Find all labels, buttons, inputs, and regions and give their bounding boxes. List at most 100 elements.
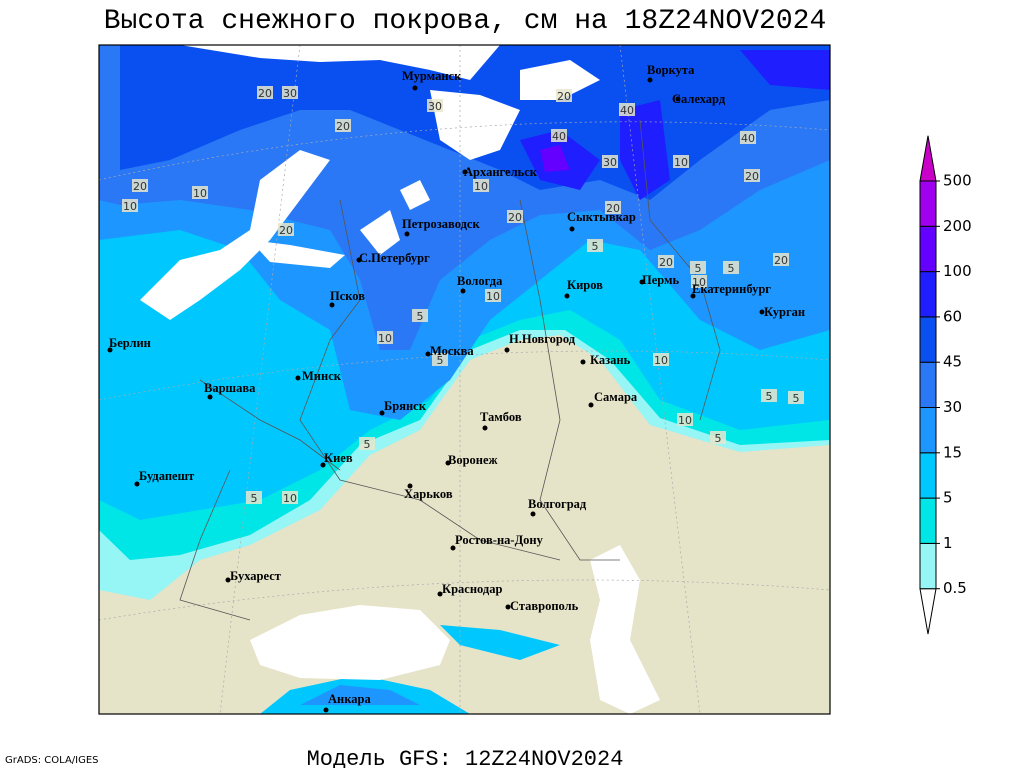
city-label: Казань [590,353,631,367]
contour-label: 40 [552,130,566,143]
contour-label-bg [377,331,393,344]
city-label: Волгоград [528,497,587,511]
contour-label: 20 [279,224,293,237]
contour-label-bg [710,431,726,444]
contour-label-bg [192,186,208,199]
contour-label-bg [551,129,567,142]
city-dot [569,226,575,232]
contour-label-bg [744,169,760,182]
contour-label-bg [473,179,489,192]
colorbar-label: 15 [943,443,962,461]
contour-label: 5 [715,432,722,445]
city-dot [412,85,418,91]
colorbar-label: 5 [943,489,953,507]
city-label: Будапешт [139,469,194,483]
contour-label: 20 [508,211,522,224]
contour-label: 5 [251,492,258,505]
contour-label-bg [773,253,789,266]
colorbar-box [919,497,937,544]
city-label: С.Петербург [359,251,430,265]
map-frame [98,44,831,715]
city-dot [460,288,466,294]
city-dot [323,707,329,713]
city-label: Варшава [204,381,256,395]
contour-label: 5 [728,262,735,275]
credit: GrADS: COLA/IGES [5,755,99,766]
colorbar-box [919,316,937,363]
contour-label-bg [740,131,756,144]
city-dot [690,293,696,299]
contour-label-bg [602,155,618,168]
city-dot [462,169,468,175]
contour-label: 20 [133,180,147,193]
city-label: Киров [567,278,603,292]
contour-label-bg [412,309,428,322]
city-label: Тамбов [480,410,522,424]
colorbar-label: 60 [943,307,962,325]
city-dot [329,302,335,308]
city-label: Воркута [647,63,695,77]
contour-label: 40 [620,104,634,117]
contour-label: 10 [678,414,692,427]
colorbar-triangle [919,588,937,635]
contour-label: 20 [258,87,272,100]
city-label: Брянск [384,399,427,413]
colorbar-label: 30 [943,398,962,416]
city-dot [639,279,645,285]
contour-label: 5 [437,354,444,367]
city-dot [647,77,653,83]
contour-label: 10 [674,156,688,169]
contour-label-bg [619,103,635,116]
city-dot [404,231,410,237]
colorbar-label: 0.5 [943,579,967,597]
city-dot [675,96,681,102]
contour-label: 30 [603,156,617,169]
contour-label: 20 [774,254,788,267]
contour-label: 20 [557,90,571,103]
contour-label-bg [691,275,707,288]
city-dot [320,462,326,468]
contour-label-bg [673,155,689,168]
contour-label: 5 [766,390,773,403]
contour-label: 10 [474,180,488,193]
city-label: Петрозаводск [402,217,480,231]
contour-label: 10 [486,290,500,303]
city-dot [580,359,586,365]
city-dot [482,425,488,431]
contour-label: 30 [428,100,442,113]
colorbar-label: 1 [943,534,953,552]
contour-label-bg [122,199,138,212]
map-title: Высота снежного покрова, см на 18Z24NOV2… [104,6,827,37]
contour-label: 5 [417,310,424,323]
city-label: Москва [430,344,474,358]
city-dot [504,347,510,353]
city-label: Минск [302,369,342,383]
map [99,45,830,714]
city-dot [505,604,511,610]
city-label: Н.Новгород [509,332,576,346]
city-label: Харьков [404,487,453,501]
city-dot [379,410,385,416]
colorbar-triangle [919,135,937,182]
city-label: Краснодар [442,582,502,596]
model-label: Модель GFS: 12Z24NOV2024 [307,747,624,768]
city-label: Воронеж [448,453,499,467]
contour-label-bg [653,353,669,366]
contour-label: 10 [193,187,207,200]
city-dot [425,351,431,357]
city-dot [564,293,570,299]
contour-label: 20 [336,120,350,133]
contour-label-bg [257,86,273,99]
colorbar-box [919,180,937,227]
city-label: Екатеринбург [692,282,771,296]
contour-label-bg [246,491,262,504]
city-label: Сыктывкар [567,210,636,224]
city-dot [295,375,301,381]
contour-label: 20 [659,256,673,269]
contour-label: 10 [123,200,137,213]
colorbar-box [919,271,937,318]
contour-label: 20 [745,170,759,183]
colorbar-label: 45 [943,353,962,371]
contour-label-bg [335,119,351,132]
